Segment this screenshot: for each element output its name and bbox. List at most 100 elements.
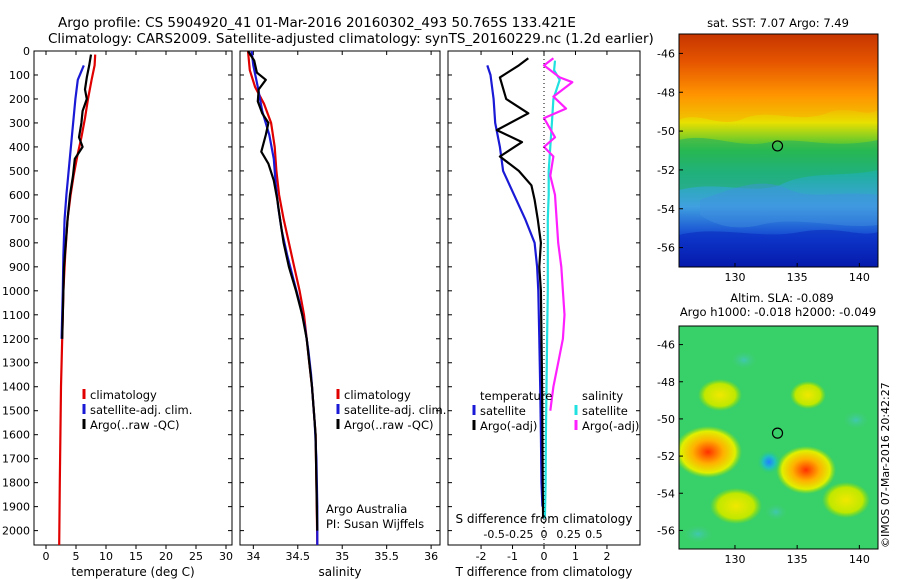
depth-tick-label: 900	[9, 261, 30, 274]
temperature-panel: 0 100 200 300 400 500 600 700 800 900 1000 1100 1200…	[2, 45, 233, 579]
sst_map-ytick-label: -48	[657, 86, 675, 99]
sla-map-frame	[678, 325, 879, 550]
salinity-legend-entry: climatology	[344, 388, 411, 402]
temperature-legend-entry: satellite-adj. clim.	[90, 403, 192, 417]
sla-map-positive-anomaly	[822, 482, 870, 518]
depth-tick-label: 1000	[2, 285, 30, 298]
depth-tick-label: 2000	[2, 525, 30, 538]
temperature-xtick-label: 15	[129, 550, 143, 563]
depth-tick-label: 1700	[2, 453, 30, 466]
sst-map-title: sat. SST: 7.07 Argo: 7.49	[707, 16, 849, 30]
depth-tick-label: 200	[9, 93, 30, 106]
temperature-legend-entry: Argo(..raw -QC)	[90, 418, 180, 432]
depth-tick-label: 100	[9, 69, 30, 82]
depth-tick-label: 1300	[2, 357, 30, 370]
difference-xtick-label: 1	[572, 550, 579, 563]
sla_map-ytick-label: -52	[657, 450, 675, 463]
salinity-legend-entry: Argo(..raw -QC)	[344, 418, 434, 432]
sla-map-subtitle: Argo h1000: -0.018 h2000: -0.049	[680, 305, 876, 319]
salinity-annotation: Argo Australia	[326, 502, 407, 516]
sla-map-positive-anomaly	[790, 381, 826, 409]
temperature-series-line	[61, 54, 93, 339]
depth-tick-label: 600	[9, 189, 30, 202]
depth-tick-label: 1900	[2, 501, 30, 514]
depth-tick-label: 500	[9, 165, 30, 178]
depth-tick-label: 1400	[2, 381, 30, 394]
salinity-xtick-label: 34	[246, 550, 260, 563]
sla-map-positive-anomaly	[679, 426, 742, 478]
depth-tick-label: 400	[9, 141, 30, 154]
difference-xlabel: T difference from climatology	[455, 565, 633, 579]
salinity-xtick-label: 35.5	[374, 550, 399, 563]
salinity-xtick-label: 35	[335, 550, 349, 563]
difference-s-tick-label: 0.5	[585, 528, 603, 541]
sla-map-positive-anomaly	[698, 379, 742, 411]
difference-panel: -2 -1 0 1 2 T difference from climatology -0.5…	[447, 50, 641, 579]
temperature-series-line	[60, 64, 85, 339]
difference-xtick-label: -1	[507, 550, 518, 563]
sla_map-ytick-label: -50	[657, 413, 675, 426]
sst-map: sat. SST: 7.07 Argo: 7.49 130 135 140 -46 -4…	[657, 16, 879, 284]
depth-tick-label: 300	[9, 117, 30, 130]
sst_map-ytick-label: -56	[657, 242, 675, 255]
difference-xtick-label: 2	[603, 550, 610, 563]
difference-legend-entry: Argo(-adj)	[480, 419, 537, 433]
salinity-frame	[239, 50, 441, 546]
difference-top-label: S difference from climatology	[456, 512, 633, 526]
difference-legend-entry: Argo(-adj)	[582, 419, 639, 433]
header-line-1: Argo profile: CS 5904920_41 01-Mar-2016 …	[58, 15, 576, 31]
depth-tick-label: 1500	[2, 405, 30, 418]
sla_map-ytick-label: -54	[657, 487, 675, 500]
difference-series-line	[486, 65, 544, 507]
difference-s-tick-label: 0.25	[556, 528, 581, 541]
sla-map-axes: 130 135 140 -46 -48 -50 -52 -54 -56	[657, 339, 870, 566]
salinity-xlabel: salinity	[318, 565, 361, 579]
sst-map-cool-water	[679, 229, 878, 267]
difference-s-tick-label: -0.5	[483, 528, 504, 541]
sla-map-negative-anomaly	[682, 524, 714, 544]
depth-tick-label: 1800	[2, 477, 30, 490]
difference-s-tick-label: -0.25	[505, 528, 533, 541]
depth-tick-label: 1100	[2, 309, 30, 322]
difference-series-line	[543, 60, 561, 519]
depth-tick-label: 1600	[2, 429, 30, 442]
sla-map-argo-marker	[771, 427, 784, 439]
sla-map-negative-anomaly	[764, 503, 788, 521]
sst_map-ytick-label: -46	[657, 47, 675, 60]
salinity-xtick-label: 34.5	[286, 550, 311, 563]
difference-legend-title-s: salinity	[582, 389, 623, 403]
temperature-xtick-label: 10	[99, 550, 113, 563]
depth-tick-label: 800	[9, 237, 30, 250]
difference-legend-entry: satellite	[582, 404, 628, 418]
sst-map-argo-marker	[771, 140, 784, 152]
sst_map-xtick-label: 135	[787, 271, 808, 284]
sla_map-ytick-label: -46	[657, 339, 675, 352]
salinity-series-line	[247, 50, 319, 531]
sst-map-green-band	[679, 137, 878, 190]
sla_map-xtick-label: 135	[787, 553, 808, 566]
temperature-xlabel: temperature (deg C)	[71, 565, 194, 579]
sst-map-axes: 130 135 140 -46 -48 -50 -52 -54 -56	[657, 47, 870, 284]
sla_map-xtick-label: 140	[849, 553, 870, 566]
sst_map-xtick-label: 130	[724, 271, 745, 284]
temperature-xtick-label: 20	[159, 550, 173, 563]
sst-map-blue-eddy	[700, 183, 878, 228]
difference-legend-entry: satellite	[480, 404, 526, 418]
temperature-xtick-label: 25	[189, 550, 203, 563]
sla-map-positive-anomaly	[776, 446, 836, 494]
credit-text: ©IMOS 07-Mar-2016 20:42:27	[879, 382, 892, 548]
sla-map-negative-anomaly	[730, 350, 758, 370]
sla_map-ytick-label: -56	[657, 524, 675, 537]
salinity-xtick-label: 36	[424, 550, 438, 563]
depth-tick-label: 0	[23, 45, 30, 58]
depth-tick-label: 1200	[2, 333, 30, 346]
sst_map-ytick-label: -50	[657, 125, 675, 138]
difference-legend-title-t: temperature	[480, 389, 552, 403]
sst-map-frame	[678, 33, 879, 268]
depth-tick-label: 700	[9, 213, 30, 226]
salinity-panel: 34 34.5 35 35.5 36 salinity climatologysatelli…	[239, 50, 446, 579]
difference-frame	[447, 50, 641, 546]
difference-s-tick-label: 0	[541, 528, 548, 541]
salinity-annotation: PI: Susan Wijffels	[326, 517, 424, 531]
